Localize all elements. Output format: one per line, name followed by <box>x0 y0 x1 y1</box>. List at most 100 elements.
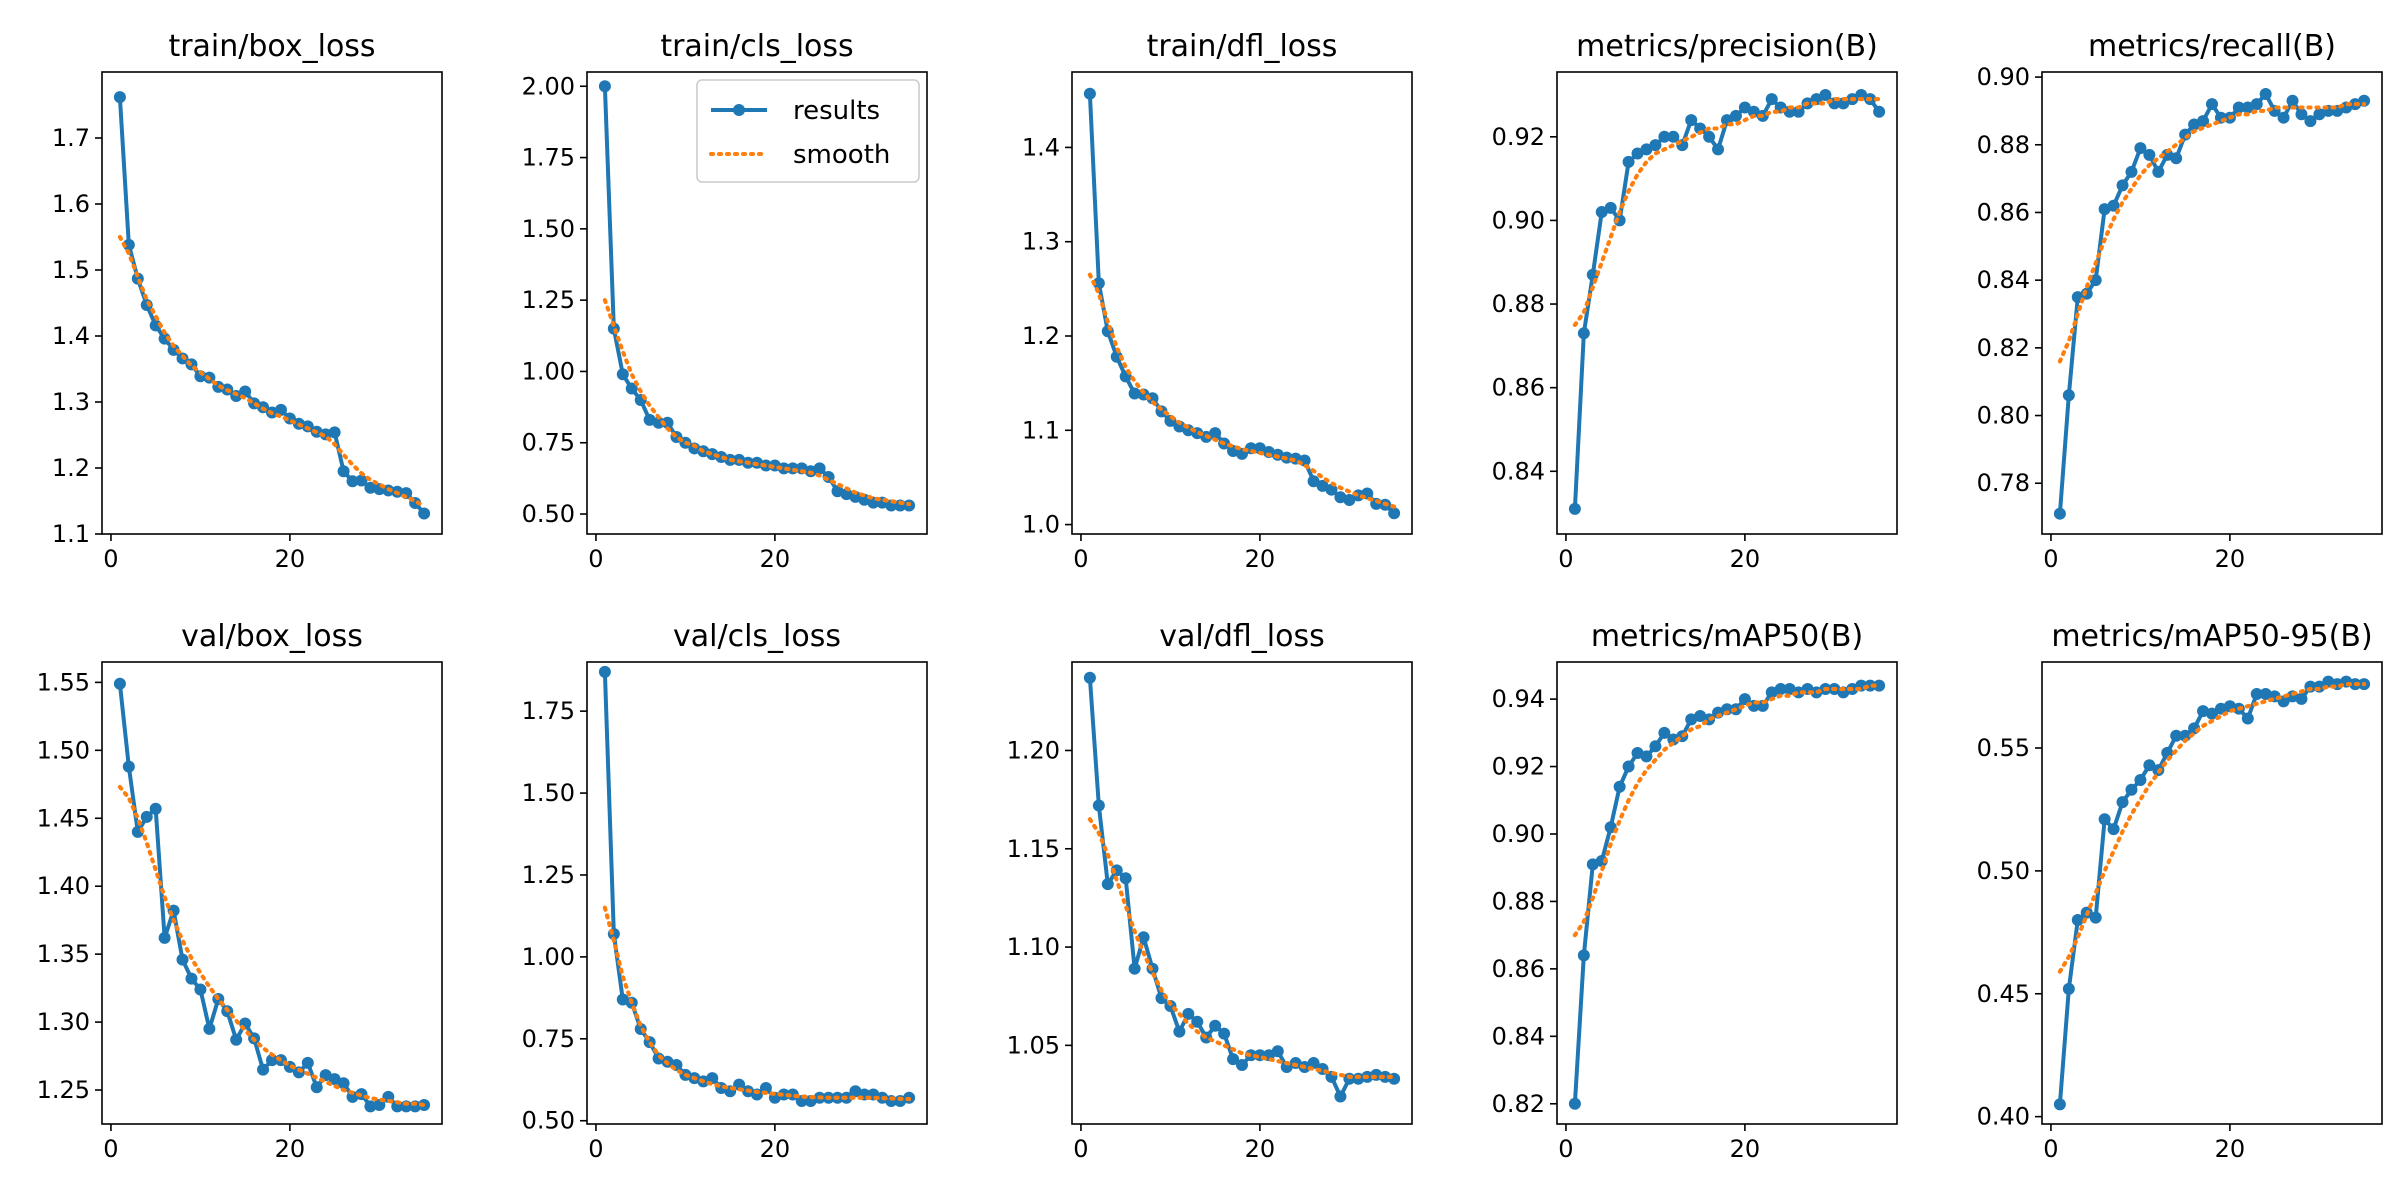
data-point <box>2107 199 2120 212</box>
data-point <box>1334 1090 1347 1103</box>
data-point <box>2098 813 2111 826</box>
data-point <box>346 475 359 488</box>
data-point <box>1083 87 1096 100</box>
y-tick-label: 0.86 <box>1977 198 2030 226</box>
x-tick-label: 20 <box>2215 1135 2246 1163</box>
data-point <box>1873 105 1886 118</box>
data-point <box>1137 931 1150 944</box>
data-point <box>616 368 629 381</box>
data-point <box>777 1088 790 1101</box>
chart-panel-9: metrics/mAP50(B) 0 20 0.82 0.84 0.86 0.88 0.90 0… <box>1492 619 1898 1163</box>
data-point <box>652 416 665 429</box>
plot-frame <box>101 661 443 1125</box>
y-tick-label: 1.25 <box>37 1076 90 1104</box>
data-point <box>1765 93 1778 106</box>
data-point <box>2089 274 2102 287</box>
data-point <box>2071 914 2084 927</box>
chart-title: metrics/recall(B) <box>2088 29 2336 64</box>
y-tick-label: 2.00 <box>522 72 575 100</box>
series-line-results <box>1572 93 1881 510</box>
series-line-results <box>2057 92 2365 514</box>
series-line-results <box>117 683 425 1109</box>
y-tick-label: 1.75 <box>522 144 575 172</box>
x-tick-label: 20 <box>1730 1135 1761 1163</box>
data-point <box>2250 687 2263 700</box>
chart-panel-1: train/box_loss 0 20 1.1 1.2 1.3 1.4 1.5 1.6 1.7 <box>52 29 443 573</box>
data-point <box>185 972 198 985</box>
plot-frame <box>1556 71 1898 535</box>
legend-label-smooth: smooth <box>793 140 890 170</box>
data-point <box>2206 98 2218 111</box>
data-point <box>598 80 611 93</box>
y-tick-label: 0.92 <box>1492 753 1545 781</box>
y-tick-label: 1.3 <box>52 388 90 416</box>
data-point <box>2116 796 2129 809</box>
y-tick-label: 0.50 <box>522 1107 575 1135</box>
y-tick-label: 1.25 <box>522 286 575 314</box>
data-point <box>2134 773 2147 786</box>
x-tick-label: 0 <box>1558 545 1573 573</box>
data-point <box>1182 1007 1195 1020</box>
data-point <box>1128 387 1141 400</box>
series-line-smooth-overlay <box>117 235 427 509</box>
data-point <box>1595 206 1608 219</box>
data-point <box>2259 88 2272 100</box>
y-tick-label: 0.84 <box>1492 457 1545 485</box>
series-line-smooth-overlay <box>1572 683 1882 938</box>
data-point <box>1873 679 1886 692</box>
series-line-smooth <box>1087 817 1397 1079</box>
chart-title: metrics/mAP50(B) <box>1591 619 1863 654</box>
series-line-smooth <box>602 905 912 1102</box>
x-tick-label: 0 <box>588 545 603 573</box>
chart-title: val/dfl_loss <box>1159 619 1324 654</box>
chart-title: metrics/precision(B) <box>1576 29 1878 64</box>
data-point <box>2053 1098 2066 1111</box>
data-point <box>1658 726 1671 739</box>
y-tick-label: 1.5 <box>52 256 90 284</box>
legend: results smooth <box>696 79 920 183</box>
data-point <box>1092 799 1105 812</box>
data-point <box>1307 475 1320 488</box>
y-tick-label: 1.05 <box>1007 1031 1060 1059</box>
data-point <box>1271 1045 1284 1058</box>
data-point <box>337 465 350 478</box>
chart-panel-3: train/dfl_loss 0 20 1.0 1.1 1.2 1.3 1.4 <box>1022 29 1413 573</box>
chart-panel-6: val/box_loss 0 20 1.25 1.30 1.35 1.40 1.45 1.50 1… <box>37 619 443 1163</box>
data-point <box>1613 780 1626 793</box>
data-point <box>149 319 162 332</box>
data-point <box>2125 783 2138 796</box>
data-point <box>364 481 377 494</box>
data-point <box>2286 94 2299 107</box>
data-point <box>239 385 252 398</box>
data-point <box>194 983 207 996</box>
data-point <box>1092 277 1105 290</box>
y-tick-label: 0.90 <box>1492 820 1545 848</box>
series-line-smooth-overlay <box>1572 97 1882 327</box>
y-tick-label: 1.10 <box>1007 933 1060 961</box>
y-tick-label: 0.86 <box>1492 374 1545 402</box>
data-point <box>301 1056 314 1069</box>
series-line-results <box>2057 679 2365 1105</box>
data-point <box>1649 740 1662 753</box>
series-line-smooth-overlay <box>1087 817 1397 1079</box>
data-point <box>625 382 638 395</box>
data-point <box>1173 420 1186 433</box>
plot-frame <box>2041 71 2383 535</box>
data-point <box>1083 671 1096 684</box>
data-point <box>2089 911 2102 924</box>
y-tick-label: 0.88 <box>1977 131 2030 159</box>
data-point <box>1747 105 1760 118</box>
data-point <box>1128 962 1141 975</box>
data-point <box>1227 1053 1240 1066</box>
y-tick-label: 0.88 <box>1492 290 1545 318</box>
data-point <box>122 238 135 251</box>
data-point <box>661 416 674 429</box>
chart-title: train/dfl_loss <box>1147 29 1338 64</box>
y-tick-label: 0.75 <box>522 1025 575 1053</box>
y-tick-label: 0.84 <box>1492 1022 1545 1050</box>
data-point <box>418 507 431 520</box>
data-point <box>1640 750 1653 763</box>
legend-label-results: results <box>793 96 880 126</box>
x-tick-label: 0 <box>103 1135 118 1163</box>
data-point <box>598 665 611 678</box>
